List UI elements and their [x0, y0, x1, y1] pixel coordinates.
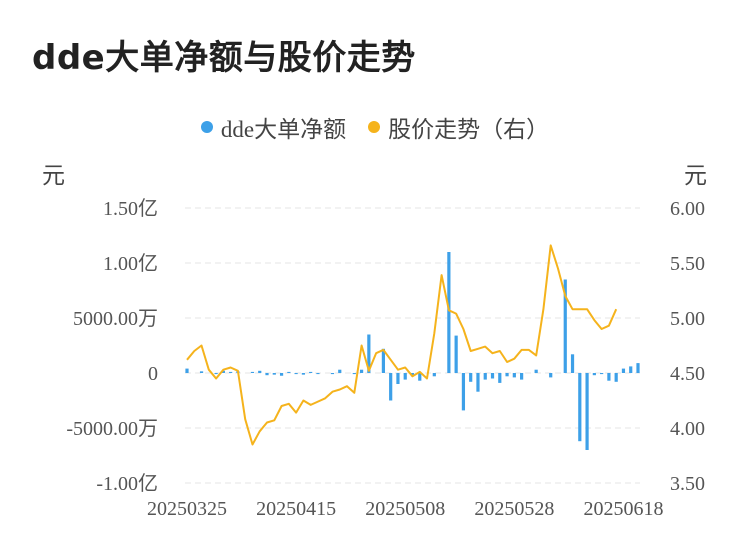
- dde-bar: [418, 373, 422, 381]
- dde-bar: [498, 373, 502, 383]
- dde-bar: [229, 371, 233, 373]
- x-tick-label: 20250415: [256, 498, 336, 520]
- legend-item-dde[interactable]: dde大单净额: [200, 110, 347, 144]
- dde-bar: [469, 373, 473, 382]
- legend: dde大单净额 股价走势（右）: [0, 110, 750, 144]
- dde-bar: [549, 373, 553, 378]
- dde-bar: [199, 371, 204, 373]
- right-tick-label: 5.00: [670, 308, 705, 330]
- legend-label-price: 股价走势（右）: [388, 117, 550, 142]
- dde-bar: [476, 373, 480, 392]
- dde-bar: [447, 252, 451, 373]
- dde-bar: [563, 279, 567, 373]
- dde-bar: [410, 373, 415, 377]
- legend-label-dde: dde大单净额: [220, 117, 347, 142]
- dde-bar: [352, 373, 356, 375]
- legend-dot-icon: [200, 121, 213, 133]
- left-tick-label: 1.00亿: [103, 252, 158, 275]
- dde-bar: [279, 373, 284, 376]
- dde-bar: [614, 373, 618, 382]
- dde-bar: [265, 373, 269, 376]
- legend-dot-icon: [368, 121, 381, 133]
- right-tick-label: 4.00: [670, 418, 705, 440]
- left-axis-unit: 元: [42, 163, 65, 188]
- left-tick-label: 1.50亿: [103, 197, 158, 220]
- x-tick-label: 20250508: [365, 498, 445, 520]
- x-tick-label: 20250618: [583, 498, 663, 520]
- right-tick-label: 5.50: [670, 253, 705, 275]
- left-tick-label: -5000.00万: [66, 418, 158, 440]
- dde-bar: [381, 348, 386, 373]
- dde-bar: [221, 370, 225, 373]
- dde-bar: [636, 363, 640, 373]
- right-axis-ticks: 6.00 5.50 5.00 4.50 4.00 3.50: [670, 198, 705, 495]
- dde-bar: [483, 373, 487, 380]
- dde-bar: [432, 373, 436, 377]
- dde-bar: [316, 373, 320, 375]
- dde-bar: [250, 371, 255, 373]
- dde-bar: [294, 373, 298, 375]
- x-axis-ticks: 20250325 20250415 20250508 20250528 20250618: [147, 498, 663, 520]
- price-line-path: [186, 244, 618, 446]
- dde-bar: [403, 373, 407, 380]
- dde-bar: [512, 373, 516, 378]
- dde-bar: [629, 366, 633, 373]
- dde-bar: [330, 373, 335, 375]
- x-tick-label: 20250325: [147, 498, 227, 520]
- chart-title: dde大单净额与股价走势: [32, 38, 416, 78]
- dde-bar: [490, 373, 495, 379]
- dde-bar: [359, 369, 364, 373]
- left-tick-label: -1.00亿: [96, 472, 158, 495]
- dde-bar: [454, 335, 458, 373]
- dde-bar: [621, 368, 626, 373]
- right-axis-unit: 元: [684, 163, 707, 188]
- x-tick-label: 20250528: [474, 498, 554, 520]
- left-tick-label: 5000.00万: [73, 308, 158, 330]
- dde-bar: [185, 368, 189, 373]
- dde-bar: [396, 373, 400, 384]
- dde-bar: [578, 373, 582, 442]
- right-tick-label: 6.00: [670, 198, 705, 220]
- dde-bar: [570, 354, 575, 373]
- dde-bar: [505, 373, 509, 377]
- dde-bar: [301, 373, 305, 375]
- dde-bar: [592, 373, 596, 376]
- dde-bar: [585, 373, 589, 450]
- dde-bar: [367, 334, 371, 373]
- dde-bars: [185, 252, 640, 450]
- legend-item-price[interactable]: 股价走势（右）: [368, 110, 549, 144]
- dde-bar: [272, 373, 276, 375]
- dde-bar: [309, 371, 313, 373]
- right-tick-label: 4.50: [670, 363, 705, 385]
- dde-bar: [520, 373, 524, 380]
- left-tick-label: 0: [148, 363, 158, 385]
- dde-bar: [287, 371, 291, 373]
- price-line: [186, 244, 618, 446]
- dde-bar: [389, 373, 393, 401]
- dde-bar: [461, 373, 466, 411]
- dde-bar: [214, 373, 218, 375]
- left-axis-ticks: 1.50亿 1.00亿 5000.00万 0 -5000.00万 -1.00亿: [66, 197, 158, 495]
- right-tick-label: 3.50: [670, 473, 705, 495]
- dde-bar: [258, 370, 262, 373]
- dde-bar: [607, 373, 611, 381]
- dde-bar: [338, 369, 342, 373]
- dde-bar: [534, 369, 538, 373]
- dde-bar: [600, 373, 604, 375]
